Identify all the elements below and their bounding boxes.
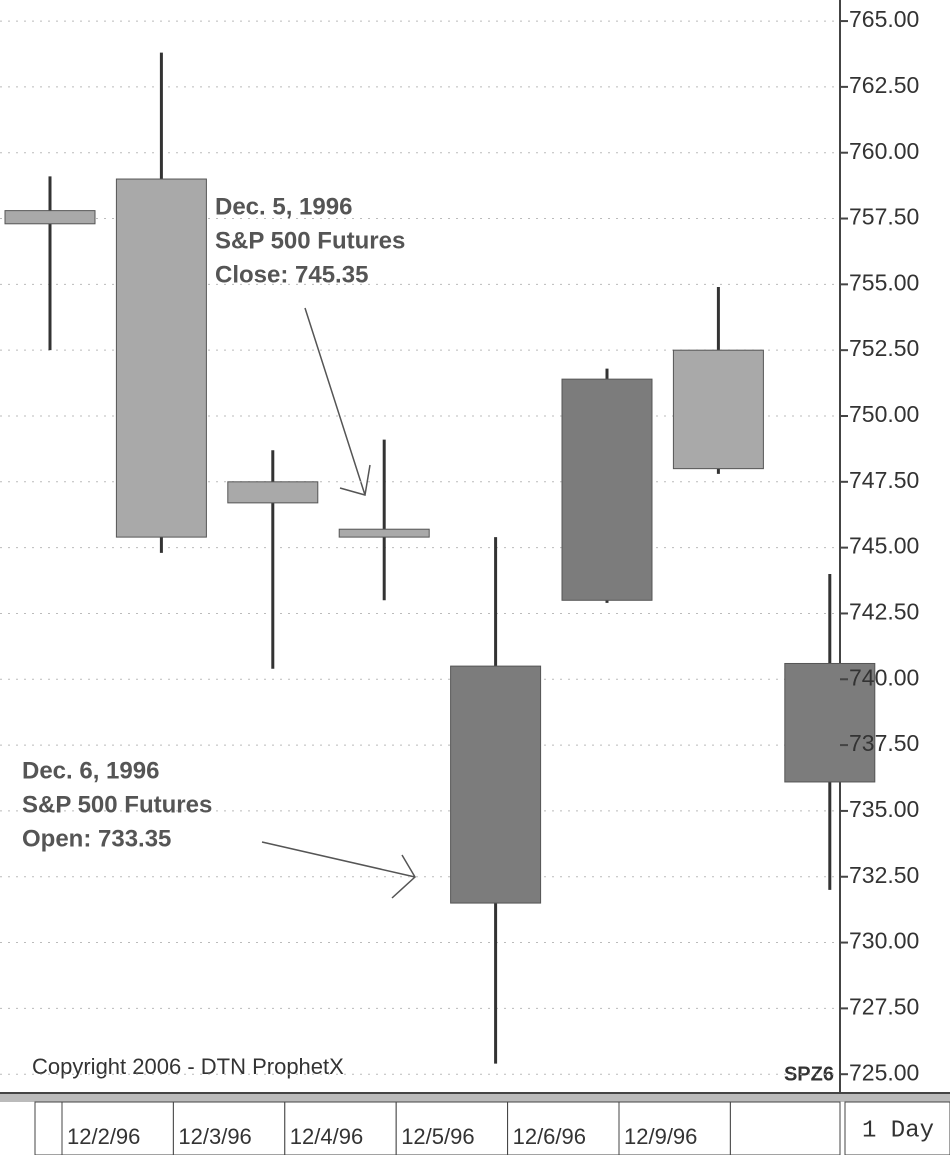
y-tick-label: 765.00 xyxy=(849,6,919,32)
y-tick-label: 760.00 xyxy=(849,138,919,164)
date-box xyxy=(507,1101,620,1155)
candle-body xyxy=(672,349,764,470)
y-tick-label: 735.00 xyxy=(849,796,919,822)
y-tick-label: 727.50 xyxy=(849,993,919,1019)
y-tick-label: 732.50 xyxy=(849,862,919,888)
y-tick-label: 747.50 xyxy=(849,467,919,493)
interval-box xyxy=(844,1101,950,1155)
interval: 1 Day xyxy=(862,1117,934,1144)
y-tick-label: 737.50 xyxy=(849,730,919,756)
candle-body xyxy=(450,665,542,904)
date-box xyxy=(284,1101,397,1155)
annotation: Open: 733.35 xyxy=(22,825,171,852)
y-tick-label: 750.00 xyxy=(849,401,919,427)
candle-body xyxy=(784,662,876,783)
arrow xyxy=(261,841,416,899)
x-tick-label: 12/2/96 xyxy=(67,1124,140,1149)
plot xyxy=(0,20,876,1075)
x-tick-label: 12/9/96 xyxy=(624,1124,697,1149)
y-tick-label: 742.50 xyxy=(849,599,919,625)
y-tick-label: 757.50 xyxy=(849,204,919,230)
y-tick-label: 762.50 xyxy=(849,72,919,98)
candle-body xyxy=(227,481,319,504)
arrow xyxy=(304,307,371,496)
date-box xyxy=(729,1101,841,1155)
copyright: Copyright 2006 - DTN ProphetX xyxy=(32,1054,344,1079)
annotation: Dec. 6, 1996 xyxy=(22,757,159,784)
y-tick-label: 745.00 xyxy=(849,533,919,559)
annotation: S&P 500 Futures xyxy=(215,227,405,254)
date-box xyxy=(34,1101,63,1155)
annotation: Close: 745.35 xyxy=(215,261,368,288)
x-tick-label: 12/4/96 xyxy=(290,1124,363,1149)
annotation: S&P 500 Futures xyxy=(22,791,212,818)
y-tick-label: 730.00 xyxy=(849,928,919,954)
y-tick-label: 725.00 xyxy=(849,1059,919,1085)
date-box xyxy=(618,1101,731,1155)
candle-body xyxy=(4,210,96,225)
scrollbar xyxy=(0,1094,950,1102)
candle-body xyxy=(561,378,653,601)
x-tick-label: 12/6/96 xyxy=(513,1124,586,1149)
date-box xyxy=(172,1101,286,1155)
candle-body xyxy=(338,528,430,538)
y-tick-label: 755.00 xyxy=(849,269,919,295)
y-tick-label: 740.00 xyxy=(849,664,919,690)
y-tick-label: 752.50 xyxy=(849,335,919,361)
date-box xyxy=(61,1101,174,1155)
annotation: Dec. 5, 1996 xyxy=(215,193,352,220)
x-tick-label: 12/5/96 xyxy=(401,1124,474,1149)
date-box xyxy=(395,1101,509,1155)
candle-body xyxy=(115,178,207,538)
x-tick-label: 12/3/96 xyxy=(178,1124,251,1149)
